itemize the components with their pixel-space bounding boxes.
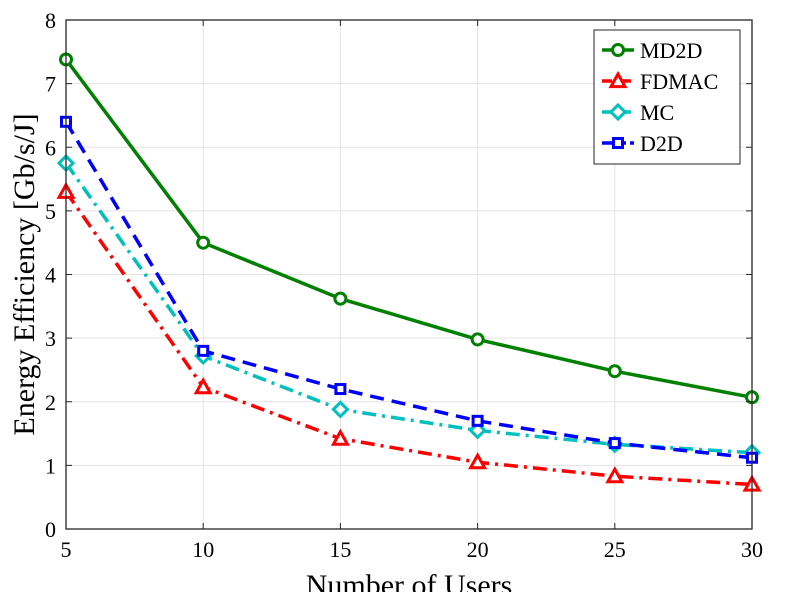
circle-marker-md2d (333, 291, 348, 306)
y-tick-label: 1 (45, 453, 56, 478)
legend-item-mc: MC (602, 100, 674, 125)
legend-label-d2d: D2D (640, 131, 683, 156)
x-tick-label: 5 (61, 537, 72, 562)
circle-marker-md2d (196, 235, 211, 250)
square-marker-d2d (608, 437, 621, 450)
triangle-marker-fdmac (193, 377, 213, 395)
square-marker-d2d (471, 414, 484, 427)
series-layer (56, 52, 762, 492)
series-line-d2d (64, 120, 753, 460)
legend-item-md2d: MD2D (602, 38, 702, 63)
x-tick-label: 30 (741, 537, 763, 562)
legend-label-md2d: MD2D (640, 38, 702, 63)
ticks: 5 10 15 20 25 30 0 1 2 3 4 5 6 7 8 (45, 8, 763, 562)
x-tick-label: 25 (604, 537, 626, 562)
y-tick-label: 0 (45, 517, 56, 542)
y-tick-label: 5 (45, 199, 56, 224)
triangle-marker-fdmac (330, 428, 350, 446)
circle-marker-md2d (470, 332, 485, 347)
legend-label-fdmac: FDMAC (640, 69, 718, 94)
x-tick-label: 15 (329, 537, 351, 562)
square-marker-d2d (197, 344, 210, 357)
square-marker-legend-d2d (612, 137, 624, 149)
legend-label-mc: MC (640, 100, 674, 125)
x-axis-label: Number of Users (306, 569, 513, 592)
series-d2d (60, 115, 758, 464)
y-tick-label: 2 (45, 390, 56, 415)
x-tick-label: 10 (192, 537, 214, 562)
y-tick-label: 3 (45, 326, 56, 351)
diamond-marker-mc (331, 400, 350, 419)
circle-marker-md2d (607, 364, 622, 379)
x-tick-label: 20 (467, 537, 489, 562)
diamond-marker-legend-mc (608, 102, 628, 122)
legend-item-d2d: D2D (602, 131, 683, 156)
y-tick-label: 6 (45, 135, 56, 160)
legend-items: MD2D FDMAC MC D2D (602, 38, 718, 156)
triangle-marker-legend-fdmac (608, 70, 628, 89)
y-tick-label: 8 (45, 8, 56, 33)
y-tick-label: 4 (45, 263, 56, 288)
y-tick-label: 7 (45, 72, 56, 97)
legend: MD2D FDMAC MC D2D (593, 29, 741, 165)
triangle-marker-fdmac (605, 466, 625, 484)
series-line-md2d (64, 58, 753, 400)
series-fdmac (56, 181, 762, 492)
legend-item-fdmac: FDMAC (602, 69, 718, 94)
triangle-marker-fdmac (468, 452, 488, 470)
circle-marker-legend-md2d (611, 43, 625, 57)
square-marker-d2d (334, 383, 347, 396)
diamond-marker-mc (468, 421, 487, 440)
y-axis-label: Energy Efficiency [Gb/s/J] (8, 113, 41, 435)
